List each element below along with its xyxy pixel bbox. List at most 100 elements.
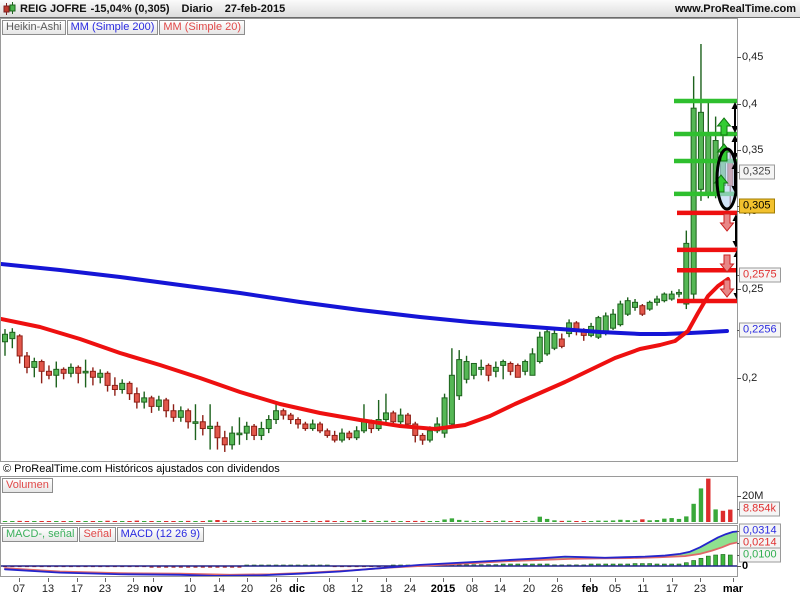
volume-bar bbox=[68, 521, 74, 522]
macd-hist-bar bbox=[156, 566, 161, 568]
macd-canvas[interactable] bbox=[1, 526, 737, 576]
macd-hist-bar bbox=[230, 566, 235, 568]
time-axis-tick bbox=[153, 578, 154, 582]
volume-bar bbox=[215, 520, 220, 522]
volume-bar bbox=[647, 520, 652, 522]
candle-body bbox=[89, 370, 96, 378]
time-axis-label: 07 bbox=[12, 583, 26, 595]
down-arrow-icon bbox=[719, 279, 735, 298]
volume-bar bbox=[288, 521, 293, 522]
volume-bar bbox=[354, 521, 359, 522]
time-axis-label: 12 bbox=[350, 583, 364, 595]
measure-arrow-head bbox=[731, 126, 737, 133]
time-axis-tick bbox=[297, 578, 298, 582]
volume-bar bbox=[120, 521, 125, 522]
time-axis-label: 08 bbox=[465, 583, 479, 595]
volume-bar bbox=[10, 521, 15, 522]
candle-body bbox=[331, 434, 338, 441]
candle-body bbox=[514, 364, 521, 378]
time-axis-tick bbox=[329, 578, 330, 582]
time-axis-label: 2015 bbox=[430, 583, 456, 595]
ma-line bbox=[1, 277, 730, 431]
time-axis-label: 29 bbox=[126, 583, 140, 595]
tag-mm-simple-20[interactable]: MM (Simple 20) bbox=[159, 20, 246, 35]
price-axis-label: 0,2256 bbox=[739, 322, 781, 338]
tag-macd-12-26-9[interactable]: MACD (12 26 9) bbox=[116, 527, 205, 542]
volume-bar bbox=[427, 521, 433, 522]
price-chart-canvas[interactable] bbox=[1, 19, 737, 461]
volume-bar bbox=[478, 521, 484, 522]
copyright-note: © ProRealTime.com Históricos ajustados c… bbox=[3, 463, 280, 475]
volume-bar bbox=[596, 520, 601, 522]
volume-bar bbox=[141, 521, 147, 522]
volume-bar bbox=[493, 521, 499, 522]
time-axis-label: 10 bbox=[183, 583, 197, 595]
time-axis-label: 26 bbox=[550, 583, 564, 595]
candle-body bbox=[265, 419, 272, 430]
candle-body bbox=[214, 425, 221, 439]
tag-heikin-ashi[interactable]: Heikin-Ashi bbox=[2, 20, 66, 35]
candle-body bbox=[185, 410, 192, 423]
candle-body bbox=[324, 430, 331, 436]
highlight-ellipse[interactable] bbox=[715, 147, 737, 211]
volume-bar bbox=[229, 521, 235, 522]
volume-bar bbox=[193, 521, 198, 522]
candle-body bbox=[360, 421, 367, 432]
macd-hist-bar bbox=[222, 566, 227, 568]
volume-bar bbox=[625, 520, 630, 522]
macd-divergence-fill bbox=[420, 531, 737, 566]
macd-hist-bar bbox=[727, 554, 733, 567]
macd-hist-bar bbox=[698, 557, 704, 567]
time-axis-tick bbox=[500, 578, 501, 582]
measure-arrow-head bbox=[733, 250, 737, 257]
tag-volumen[interactable]: Volumen bbox=[2, 478, 53, 493]
volume-bar bbox=[266, 521, 271, 522]
price-axis-label: 0,325 bbox=[739, 164, 775, 180]
tag-mm-simple-200[interactable]: MM (Simple 200) bbox=[66, 20, 159, 35]
macd-hist-bar bbox=[193, 566, 198, 568]
volume-bar bbox=[347, 521, 352, 522]
date-label: 27-feb-2015 bbox=[224, 2, 286, 15]
candle-body bbox=[82, 370, 89, 374]
time-axis-label: nov bbox=[143, 583, 163, 595]
price-axis-label: 0,25 bbox=[742, 283, 764, 295]
candle-body bbox=[199, 421, 206, 430]
macd-hist-bar bbox=[237, 566, 242, 568]
candle-body bbox=[119, 382, 126, 391]
volume-bar bbox=[500, 520, 506, 522]
candle-body bbox=[646, 301, 653, 310]
site-link[interactable]: www.ProRealTime.com bbox=[674, 2, 796, 15]
macd-hist-bar bbox=[200, 566, 205, 568]
instrument-name: REIG JOFRE bbox=[20, 2, 87, 15]
volume-bar bbox=[420, 521, 425, 522]
candle-body bbox=[632, 301, 639, 308]
tag-macd-senal[interactable]: MACD-, señal bbox=[2, 527, 79, 542]
volume-bar bbox=[398, 521, 403, 522]
candle-body bbox=[397, 414, 404, 423]
volume-bar bbox=[728, 509, 733, 522]
measure-arrow-head bbox=[731, 135, 737, 142]
volume-bar bbox=[654, 520, 660, 522]
measure-arrow-head bbox=[732, 214, 737, 221]
volume-bar bbox=[720, 510, 726, 522]
volume-axis-label: 8.854k bbox=[739, 501, 781, 517]
macd-axis-label: 0,0100 bbox=[739, 547, 781, 563]
time-axis-label: 14 bbox=[493, 583, 507, 595]
tag-senal[interactable]: Señal bbox=[79, 527, 116, 542]
candle-body bbox=[45, 370, 52, 376]
volume-bar bbox=[544, 518, 550, 522]
candle-body bbox=[280, 410, 287, 416]
volume-canvas[interactable] bbox=[1, 477, 737, 523]
time-axis-label: 23 bbox=[693, 583, 707, 595]
time-axis-label: 17 bbox=[665, 583, 679, 595]
time-axis-tick bbox=[472, 578, 473, 582]
candle-body bbox=[624, 300, 631, 315]
volume-bar bbox=[515, 521, 521, 522]
volume-bar bbox=[54, 521, 59, 522]
candle-body bbox=[229, 432, 236, 446]
time-axis: 07 13 17 23 29 nov 10 14 20 26 dic 08 12 18 24 2015 08 14… bbox=[0, 577, 800, 600]
macd-panel: MACD-, señal Señal MACD (12 26 9) bbox=[0, 525, 738, 577]
volume-bar bbox=[669, 518, 674, 522]
indicator-tags: Heikin-Ashi MM (Simple 200) MM (Simple 2… bbox=[2, 20, 246, 35]
candle-body bbox=[177, 410, 184, 418]
